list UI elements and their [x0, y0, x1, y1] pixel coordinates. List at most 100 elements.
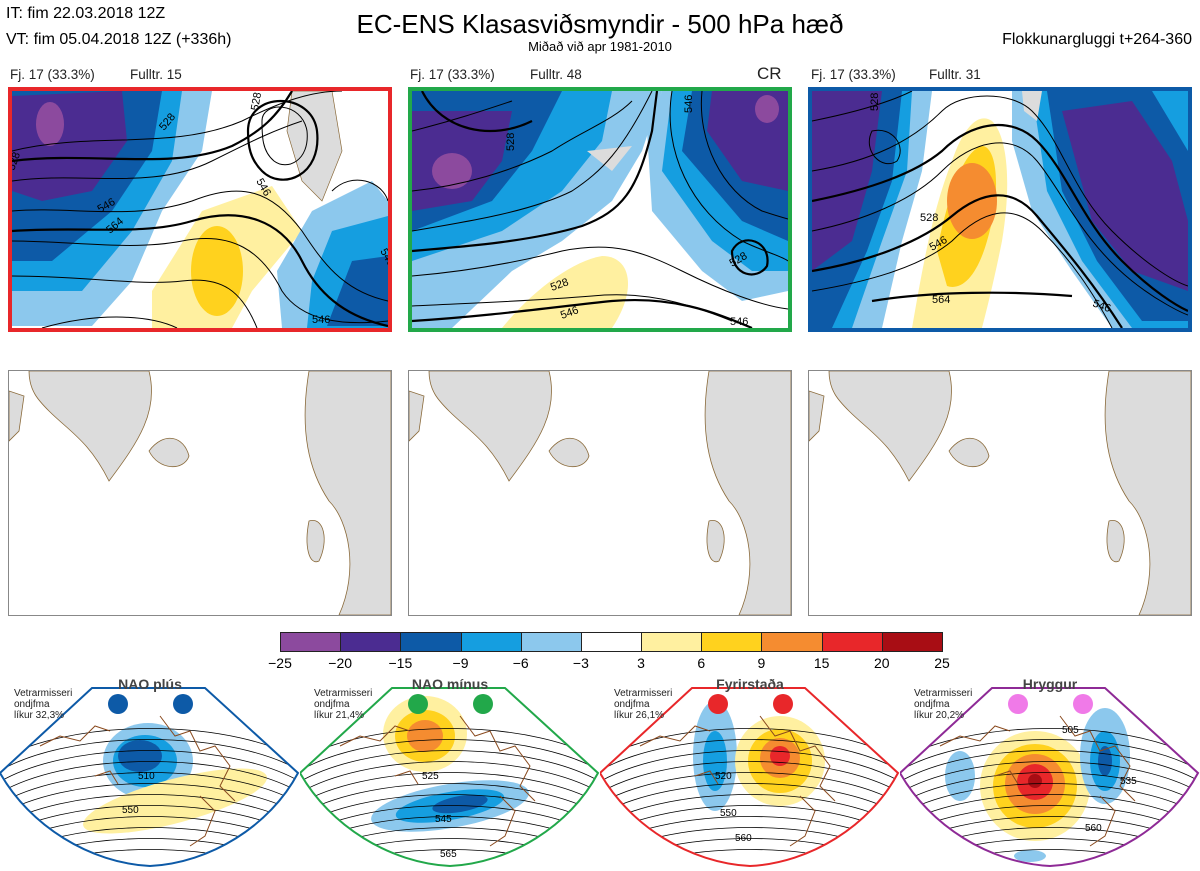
empty-map-1 — [8, 370, 392, 616]
regime-frame — [0, 687, 300, 868]
cluster-2-count: Fj. 17 (33.3%) — [410, 67, 495, 82]
cluster-1-contour-label: 528 — [12, 151, 23, 172]
colorbar-tick-label: 6 — [697, 655, 706, 671]
colorbar-tick-label: 9 — [757, 655, 766, 671]
height-contour — [300, 849, 598, 866]
cluster-1-representative: Fulltr. 15 — [130, 67, 182, 82]
regime-text-line: Vetrarmisseri — [914, 688, 973, 699]
height-contour — [300, 739, 598, 778]
colorbar-swatch — [520, 632, 582, 652]
colorbar-tick-label: −9 — [452, 655, 469, 671]
cluster-2-map: 528 546 528 528 546 546 — [408, 87, 792, 332]
height-contour — [600, 761, 898, 800]
colorbar-tick-label: −3 — [572, 655, 589, 671]
colorbar-tick-label: 25 — [934, 655, 950, 671]
regime-title: NAO mínus — [411, 676, 489, 692]
height-contour — [0, 849, 298, 866]
weather-regimes: 510 550 NAO plús Vetrarmisseri ondjfma líkur … — [0, 676, 1200, 871]
regime-frequency-text: Vetrarmisseri ondjfma líkur 26,1% — [614, 688, 672, 721]
height-contour — [900, 739, 1198, 778]
anomaly-shading — [1028, 774, 1042, 788]
cluster-3-contour-label: 528 — [869, 93, 881, 111]
cluster-3-count: Fj. 17 (33.3%) — [811, 67, 896, 82]
height-contour — [0, 772, 298, 811]
regime-text-line: ondjfma — [614, 699, 650, 710]
regime-frequency-text: Vetrarmisseri ondjfma líkur 32,3% — [14, 688, 72, 721]
regime-contour-label: 510 — [138, 771, 155, 782]
regime-marker-dot — [108, 694, 128, 714]
cluster-1-contour-label: 546 — [312, 314, 330, 326]
cluster-1-count: Fj. 17 (33.3%) — [10, 67, 95, 82]
regime-frequency-text: Vetrarmisseri ondjfma líkur 20,2% — [914, 688, 972, 721]
regime-text-line: líkur 20,2% — [914, 710, 965, 721]
cluster-1-contour-label: 546 — [377, 247, 388, 269]
height-contour — [900, 849, 1198, 866]
colorbar-swatch — [460, 632, 522, 652]
regime-map: 505 535 560 — [900, 687, 1200, 868]
regime-frame — [600, 687, 900, 868]
regime-marker-dot — [708, 694, 728, 714]
coastline — [639, 715, 836, 847]
cluster-3-map: 528 528 546 564 546 — [808, 87, 1192, 332]
regime-title: Hryggur — [1022, 676, 1078, 692]
coastline — [39, 715, 236, 847]
regime-contour-label: 520 — [715, 771, 732, 782]
colorbar-swatch — [641, 632, 703, 652]
anomaly-shading — [407, 720, 443, 752]
cluster-3-representative: Fulltr. 31 — [929, 67, 981, 82]
cluster-3-contour-label: 546 — [1091, 298, 1112, 316]
regime-contour-label: 560 — [1085, 823, 1102, 834]
anomaly-shading — [945, 751, 975, 801]
height-contour — [600, 739, 898, 778]
regime-contour-label: 535 — [1120, 776, 1137, 787]
anomaly-shading — [1014, 850, 1046, 862]
initial-time: IT: fim 22.03.2018 12Z — [6, 5, 166, 22]
regime-marker-dot — [1008, 694, 1028, 714]
height-contour — [0, 739, 298, 778]
empty-map-2 — [408, 370, 792, 616]
regime-text-line: Vetrarmisseri — [14, 688, 73, 699]
regime-frame — [300, 687, 600, 868]
regime-contour-label: 560 — [735, 833, 752, 844]
colorbar-tick-label: 3 — [637, 655, 645, 671]
regime-contour-label: 545 — [435, 814, 452, 825]
cluster-2-contour-label: 546 — [559, 304, 580, 322]
height-contour — [300, 772, 598, 811]
regime-marker-dot — [173, 694, 193, 714]
coastline — [339, 715, 536, 847]
colorbar-swatch — [761, 632, 823, 652]
colorbar-swatch — [701, 632, 763, 652]
regime-text-line: líkur 32,3% — [14, 710, 65, 721]
colorbar-ticks: −25 −20 −15 −9 −6 −3 3 6 9 15 20 25 — [268, 655, 950, 673]
height-contour — [300, 750, 598, 789]
height-contour — [300, 761, 598, 800]
height-contour — [900, 761, 1198, 800]
cluster-2-contour-label: 546 — [683, 95, 695, 113]
anomaly-shading — [118, 740, 162, 772]
cluster-1-contour-label: 528 — [249, 91, 264, 111]
clustering-window: Flokkunargluggi t+264-360 — [1002, 31, 1192, 48]
colorbar-swatch — [580, 632, 643, 652]
regime-contour-label: 525 — [422, 771, 439, 782]
height-contour — [600, 750, 898, 789]
regime-text-line: ondjfma — [14, 699, 50, 710]
anomaly-shading — [432, 794, 488, 814]
coastline — [939, 715, 1136, 847]
empty-map-3 — [808, 370, 1192, 616]
colorbar — [280, 632, 943, 652]
regime-contour-label: 550 — [122, 805, 139, 816]
colorbar-tick-label: −15 — [388, 655, 413, 671]
regime-title: Fyrirstaða — [716, 676, 784, 692]
regime-text-line: líkur 21,4% — [314, 710, 365, 721]
colorbar-swatch — [280, 632, 342, 652]
colorbar-tick-label: 15 — [813, 655, 830, 671]
cluster-1-map: 528 528 528 546 546 564 546 546 — [8, 87, 392, 332]
colorbar-swatch — [340, 632, 402, 652]
regime-text-line: ondjfma — [914, 699, 950, 710]
regime-contour-label: 550 — [720, 808, 737, 819]
regime-marker-dot — [408, 694, 428, 714]
height-contour — [0, 750, 298, 789]
regime-map: 510 550 — [0, 687, 300, 868]
regime-frame — [900, 687, 1200, 868]
regime-map: 525 545 565 — [300, 687, 600, 868]
